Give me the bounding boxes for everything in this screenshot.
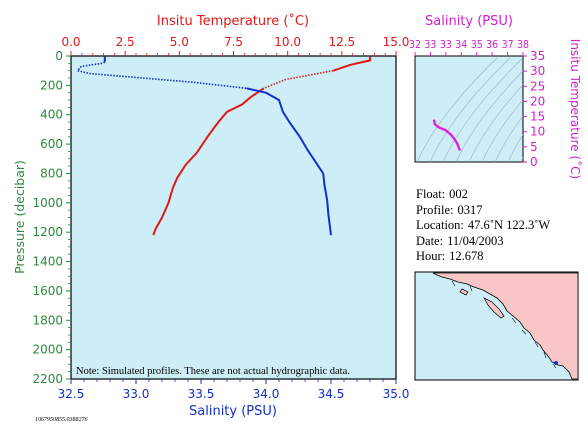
temperature-tick-label: 12.5: [328, 35, 355, 49]
profile-series: [76, 56, 371, 236]
density-contour: [442, 57, 523, 162]
temperature-tick-label: 10.0: [274, 35, 301, 49]
pressure-tick-label: 600: [40, 137, 63, 151]
float-info-panel: Float: 002 Profile: 0317 Location: 47.6˚N 1…: [416, 187, 586, 265]
profile-value: 0317: [457, 202, 483, 217]
ts-salinity-tick-label: 38: [517, 38, 529, 51]
ts-temperature-tick-label: 35: [530, 49, 545, 63]
ts-salinity-axis-title: Salinity (PSU): [425, 14, 513, 29]
date-value: 11/04/2003: [447, 233, 504, 248]
density-contour: [481, 99, 523, 162]
float-location-marker: [554, 361, 558, 365]
pressure-tick-label: 1400: [32, 255, 63, 269]
temperature-tick-label: 7.5: [224, 35, 243, 49]
ts-salinity-tick-label: 32: [409, 38, 421, 51]
density-contour: [455, 70, 523, 162]
map-coastline-detail: [451, 280, 557, 369]
temperature-profile-dotted: [263, 69, 334, 90]
salinity-tick-label: 32.5: [58, 387, 85, 401]
salinity-profile-line: [246, 87, 332, 236]
temperature-tick-label: 15.0: [383, 35, 410, 49]
ts-salinity-tick-label: 36: [486, 38, 498, 51]
float-row: Float: 002: [416, 187, 586, 203]
ts-salinity-axis: 32 33 33 34 35 36 37 38: [409, 38, 529, 56]
date-row: Date: 11/04/2003: [416, 234, 586, 250]
pressure-tick-label: 2000: [32, 343, 63, 357]
ts-temperature-tick-label: 0: [530, 155, 538, 169]
temperature-tick-label: 0.0: [61, 35, 80, 49]
ts-temperature-axis-title: Insitu Temperature (˚C): [568, 39, 583, 179]
hour-row: Hour: 12.678: [416, 249, 586, 265]
location-map: [414, 271, 579, 381]
date-label: Date:: [416, 233, 444, 248]
salinity-tick-label: 33.0: [123, 387, 150, 401]
density-contour: [429, 57, 511, 162]
location-label: Location:: [416, 218, 464, 232]
salinity-axis: 32.5 33.0 33.5 34.0 34.5 35.0: [58, 379, 410, 401]
pressure-tick-label: 0: [55, 49, 63, 63]
profile-plot: 0.0 2.5 5.0 7.5 10.0 12.5 15.0 32.5 33.0 33.5 34.…: [12, 13, 409, 419]
footer-id: 1067950855.0388276: [35, 417, 88, 423]
pressure-axis-title: Pressure (decibar): [12, 160, 27, 274]
ts-temperature-tick-label: 10: [530, 125, 545, 139]
ts-temperature-tick-label: 25: [530, 79, 545, 93]
density-contour: [494, 115, 523, 162]
ts-salinity-tick-label: 34: [455, 38, 467, 51]
pressure-tick-label: 800: [40, 166, 63, 180]
pressure-tick-label: 1600: [32, 284, 63, 298]
temperature-axis-title: Insitu Temperature (˚C): [157, 13, 309, 29]
salinity-tick-label: 35.0: [383, 387, 410, 401]
temperature-tick-label: 2.5: [116, 35, 135, 49]
salinity-tick-label: 34.5: [318, 387, 345, 401]
pressure-tick-label: 200: [40, 78, 63, 92]
map-land: [432, 272, 579, 380]
density-contours: [416, 57, 523, 162]
ts-temperature-tick-label: 20: [530, 94, 545, 108]
profile-label: Profile:: [416, 202, 454, 217]
salinity-axis-title: Salinity (PSU): [189, 404, 277, 419]
location-value: 47.6˚N 122.3˚W: [467, 218, 551, 232]
map-island: [459, 288, 469, 296]
pressure-tick-label: 400: [40, 108, 63, 122]
density-contour: [468, 84, 523, 162]
ts-salinity-tick-label: 33: [440, 38, 452, 51]
density-contour: [507, 134, 523, 162]
ts-salinity-tick-label: 33: [424, 38, 436, 51]
density-contour: [416, 57, 498, 162]
float-label: Float:: [416, 187, 446, 201]
temperature-tick-label: 5.0: [170, 35, 189, 49]
hour-value: 12.678: [449, 249, 484, 263]
salinity-profile-dotted: [76, 61, 247, 90]
hour-label: Hour:: [416, 249, 446, 263]
ts-salinity-tick-label: 37: [502, 38, 514, 51]
pressure-axis: 0 200 400 600 800 1000 1200 1400 1600 1800 2000 220…: [32, 49, 71, 386]
ts-temperature-tick-label: 30: [530, 64, 545, 78]
ts-salinity-tick-label: 35: [471, 38, 483, 51]
ts-profile-line: [432, 119, 462, 151]
salinity-tick-label: 33.5: [188, 387, 215, 401]
profile-plot-background: [70, 55, 397, 380]
ts-plot-background: [414, 55, 524, 163]
temperature-profile-line: [332, 56, 371, 72]
pressure-tick-label: 2200: [32, 372, 63, 386]
salinity-tick-label: 34.0: [253, 387, 280, 401]
ts-temperature-tick-label: 15: [530, 110, 545, 124]
temperature-profile-line: [152, 87, 265, 236]
float-value: 002: [449, 187, 468, 201]
pressure-tick-label: 1800: [32, 313, 63, 327]
profile-row: Profile: 0317: [416, 203, 586, 219]
temperature-axis: 0.0 2.5 5.0 7.5 10.0 12.5 15.0: [61, 35, 409, 56]
ts-series: [432, 119, 462, 151]
pressure-tick-label: 1000: [32, 196, 63, 210]
simulation-note: Note: Simulated profiles. These are not …: [76, 366, 350, 377]
pressure-tick-label: 1200: [32, 225, 63, 239]
ts-temperature-tick-label: 5: [530, 140, 538, 154]
map-island: [483, 297, 505, 319]
location-row: Location: 47.6˚N 122.3˚W: [416, 218, 586, 234]
